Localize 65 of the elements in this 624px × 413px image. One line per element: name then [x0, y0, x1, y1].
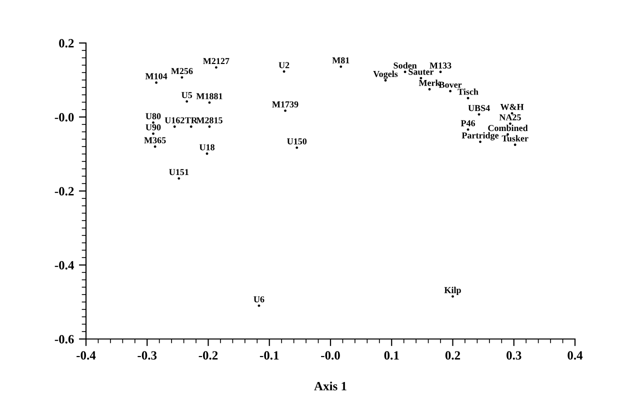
annotation: Tusker — [502, 135, 528, 142]
point — [449, 90, 452, 92]
annotation: Vogels — [373, 70, 398, 79]
annotation: U162 — [164, 117, 184, 124]
annotation: NA25 — [499, 114, 521, 120]
point — [466, 96, 470, 100]
annotation: U151 — [169, 169, 188, 176]
x-tick-label: -0.4 — [76, 351, 96, 360]
point — [180, 76, 184, 79]
x-tick-label: 0.2 — [445, 351, 460, 360]
x-tick-label: 0.1 — [384, 351, 399, 360]
annotation: P46 — [460, 120, 476, 126]
y-tick-label: 0.2 — [59, 39, 74, 48]
point — [384, 79, 387, 82]
point — [478, 113, 480, 116]
annotation: Sauter — [408, 68, 434, 75]
x-tick-label: -0.2 — [198, 351, 218, 360]
annotation: Kilp — [444, 286, 461, 295]
y-tick-label: -0.6 — [54, 335, 74, 344]
annotation: U6 — [254, 296, 264, 302]
annotation: U80 — [146, 113, 161, 120]
annotation: U150 — [287, 138, 307, 144]
point — [190, 125, 192, 128]
point — [186, 100, 188, 103]
point — [154, 145, 156, 148]
point — [173, 125, 176, 128]
point — [206, 152, 208, 155]
annotation: M2127 — [203, 58, 230, 64]
point — [439, 70, 442, 74]
annotation: W&H — [500, 104, 524, 110]
annotation: M1881 — [196, 93, 222, 100]
point — [404, 70, 406, 74]
y-tick-label: -0.2 — [54, 187, 74, 196]
annotation: M256 — [171, 68, 193, 74]
x-tick-label: 0.3 — [506, 351, 522, 360]
point — [420, 76, 422, 80]
annotation: U5 — [182, 92, 192, 98]
annotation: M104 — [145, 73, 168, 80]
annotation: M1739 — [272, 101, 298, 108]
x-tick-label: 0.4 — [568, 351, 583, 360]
annotation: U90 — [146, 124, 161, 130]
annotation: Partridge — [462, 132, 499, 140]
point — [178, 177, 180, 180]
annotation: M81 — [332, 57, 350, 64]
annotation: M365 — [144, 137, 166, 144]
x-tick-label: -0.0 — [321, 351, 340, 360]
x-tick-label: -0.1 — [260, 351, 279, 360]
point — [208, 125, 211, 128]
x-tick-label: -0.3 — [138, 351, 157, 360]
annotation: TR — [185, 117, 198, 124]
point — [214, 66, 218, 69]
annotation: M2815 — [196, 117, 222, 124]
x-axis-title: Axis 1 — [314, 382, 346, 390]
y-tick-label: -0.4 — [54, 261, 74, 270]
annotation: M133 — [430, 62, 452, 69]
annotation: UBS4 — [468, 105, 490, 112]
annotation: Tisch — [458, 88, 478, 95]
y-tick-label: -0.0 — [54, 113, 74, 122]
annotation: Combined — [488, 124, 528, 132]
annotation: Soden — [394, 62, 417, 69]
annotation: Bover — [438, 82, 462, 88]
annotation: U18 — [199, 144, 214, 150]
annotation: Merk — [418, 80, 440, 86]
annotation: U2 — [278, 62, 290, 68]
point — [340, 65, 342, 68]
